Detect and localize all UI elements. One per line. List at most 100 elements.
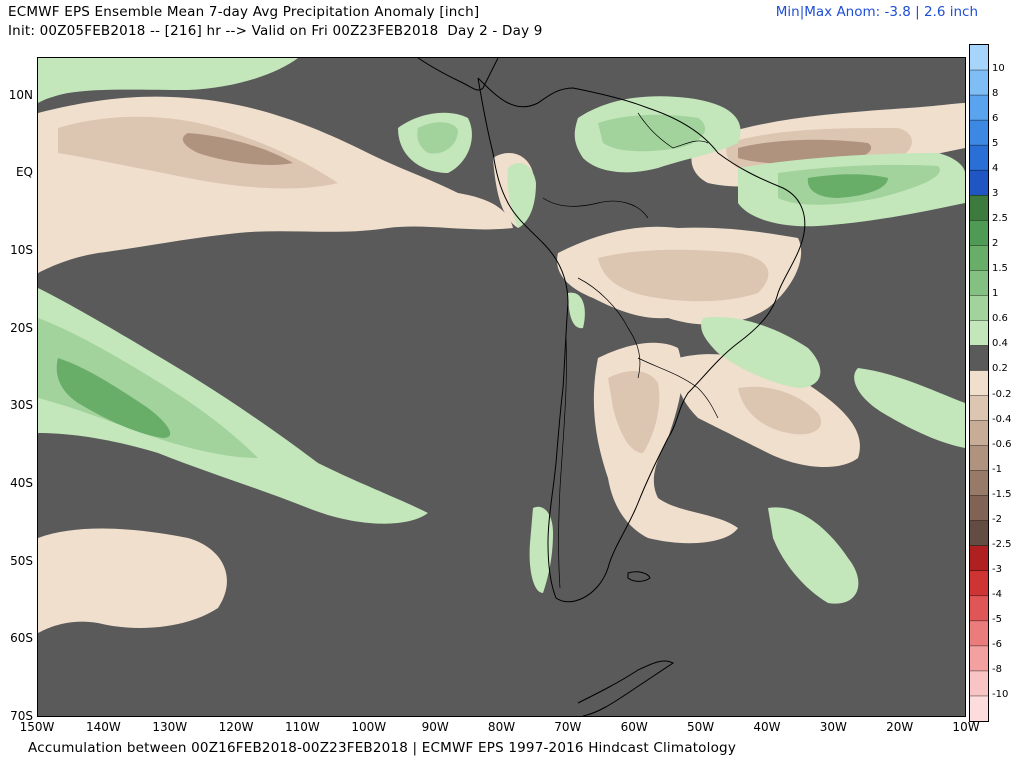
- colorbar-bin-5: [970, 170, 988, 196]
- lat-label-20s: 20S: [10, 320, 33, 335]
- colorbar-bin-1: [970, 70, 988, 96]
- lon-label-150w: 150W: [19, 720, 55, 734]
- lon-label-50w: 50W: [686, 720, 715, 734]
- coastline-south-america: [477, 77, 806, 603]
- wet-dark-south-pacific: [56, 358, 171, 438]
- colorbar-label: 4: [992, 163, 999, 175]
- colorbar-label: -1: [992, 463, 1002, 475]
- colorbar-bin-6: [970, 195, 988, 221]
- lat-label-70s: 70S: [10, 709, 33, 723]
- precipitation-anomaly-map: [37, 57, 966, 717]
- colorbar-bin-17: [970, 470, 988, 497]
- border-guianas: [637, 112, 709, 149]
- lon-label-140w: 140W: [85, 720, 121, 734]
- wet-mid-amazon: [598, 114, 706, 152]
- colorbar-bin-10: [970, 295, 988, 321]
- wet-region-colombia: [507, 163, 536, 228]
- lat-label-30s: 30S: [10, 398, 33, 413]
- lon-label-40w: 40W: [753, 720, 781, 734]
- map-title: ECMWF EPS Ensemble Mean 7-day Avg Precip…: [8, 4, 480, 20]
- lon-label-60w: 60W: [620, 720, 648, 734]
- wet-dark-atlantic: [807, 174, 888, 198]
- colorbar-bin-12: [970, 345, 988, 371]
- colorbar-label: -6: [992, 638, 1002, 650]
- lon-label-120w: 120W: [218, 720, 254, 734]
- colorbar-label: 2.5: [992, 213, 1008, 225]
- colorbar-label: 0.2: [992, 363, 1008, 375]
- colorbar-label: 1: [992, 288, 999, 300]
- colorbar-bin-15: [970, 420, 988, 447]
- colorbar-label: -3: [992, 563, 1002, 575]
- colorbar-label: 3: [992, 188, 999, 200]
- colorbar-bin-3: [970, 120, 988, 146]
- wet-region-southern-chile: [529, 506, 553, 593]
- lon-label-90w: 90W: [421, 720, 449, 734]
- colorbar-label: 0.4: [992, 338, 1008, 350]
- coastline-central-america: [417, 58, 499, 91]
- colorbar-bin-19: [970, 520, 988, 547]
- lat-label-10s: 10S: [10, 243, 33, 258]
- colorbar-label: 6: [992, 113, 999, 125]
- colorbar-label: -4: [992, 588, 1002, 600]
- lon-label-10w: 10W: [952, 720, 980, 734]
- colorbar-bin-26: [970, 695, 988, 721]
- lon-label-130w: 130W: [152, 720, 188, 734]
- border-brazil-south: [637, 357, 719, 419]
- colorbar-bin-11: [970, 320, 988, 346]
- colorbar-bin-14: [970, 395, 988, 422]
- colorbar-bin-16: [970, 445, 988, 472]
- lat-label-60s: 60S: [10, 631, 33, 646]
- init-valid-line: Init: 00Z05FEB2018 -- [216] hr --> Valid…: [8, 23, 543, 39]
- colorbar-bin-8: [970, 245, 988, 271]
- colorbar-label: -2.5: [992, 538, 1012, 550]
- dry-mid-amazon: [598, 249, 769, 302]
- wet-anomaly-regions-dark: [56, 174, 888, 438]
- colorbar-bin-21: [970, 570, 988, 597]
- border-bolivia: [577, 277, 641, 379]
- lat-label-eq: EQ: [15, 165, 33, 180]
- colorbar-bin-18: [970, 495, 988, 522]
- colorbar-bin-20: [970, 545, 988, 572]
- coastline-antarctic-peninsula: [577, 660, 674, 716]
- wet-region-south-atlantic-streak: [854, 368, 965, 448]
- colorbar-label: -8: [992, 663, 1002, 675]
- wet-region-andes-peru: [568, 292, 585, 329]
- lon-label-110w: 110W: [285, 720, 320, 734]
- wet-region-south-atlantic-patch: [768, 507, 859, 604]
- colorbar-label: 2: [992, 238, 999, 250]
- dry-mid-atlantic-south: [738, 386, 822, 435]
- colorbar-label: -2: [992, 513, 1002, 525]
- border-chile-argentina: [558, 337, 567, 589]
- lon-label-30w: 30W: [819, 720, 847, 734]
- colorbar-bin-22: [970, 595, 988, 622]
- wet-region-south-brazil: [701, 317, 821, 388]
- colorbar-bin-25: [970, 670, 988, 697]
- colorbar-label: 5: [992, 138, 999, 150]
- lon-label-20w: 20W: [886, 720, 914, 734]
- dry-mid-argentina: [608, 371, 660, 453]
- country-borders: [542, 112, 719, 589]
- colorbar-label: -1.5: [992, 488, 1012, 500]
- colorbar-bin-24: [970, 645, 988, 672]
- colorbar-bin-9: [970, 270, 988, 296]
- border-andes-east: [542, 197, 649, 219]
- dry-region-south-pacific: [38, 528, 227, 633]
- dry-dark-pacific: [182, 133, 293, 165]
- colorbar-label: -5: [992, 613, 1002, 625]
- lon-label-100w: 100W: [351, 720, 387, 734]
- colorbar-label: 1.5: [992, 263, 1008, 275]
- lat-label-10n: 10N: [8, 87, 33, 102]
- coastline-falklands: [627, 571, 651, 582]
- wet-region-north-pacific: [38, 58, 298, 103]
- colorbar-bin-2: [970, 95, 988, 121]
- colorbar-bin-23: [970, 620, 988, 647]
- colorbar-label: -0.2: [992, 388, 1012, 400]
- colorbar-bin-13: [970, 370, 988, 397]
- colorbar-bin-4: [970, 145, 988, 171]
- wet-mid-itcz: [417, 122, 458, 154]
- lon-label-80w: 80W: [487, 720, 516, 734]
- colorbar-label: 0.6: [992, 313, 1008, 325]
- coastlines: [417, 58, 806, 716]
- colorbar: [969, 44, 989, 722]
- minmax-anomaly: Min|Max Anom: -3.8 | 2.6 inch: [775, 4, 978, 20]
